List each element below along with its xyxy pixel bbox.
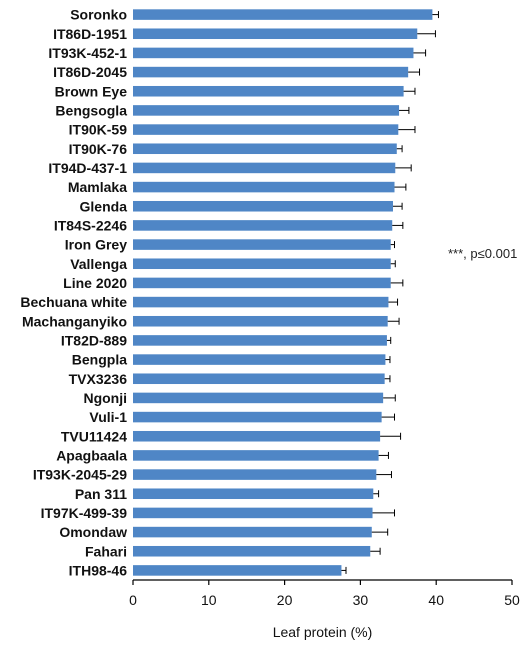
- error-bars-group: [341, 11, 439, 574]
- bar: [133, 105, 400, 116]
- category-label: ITH98-46: [69, 562, 128, 578]
- bar: [133, 143, 397, 155]
- bar: [133, 430, 381, 442]
- bar: [133, 277, 391, 289]
- bar: [133, 354, 386, 365]
- x-ticks-group: 0 10 20 30 40 50: [129, 580, 520, 608]
- bar: [133, 85, 404, 97]
- bar: [133, 315, 388, 327]
- category-label: Pan 311: [75, 486, 127, 502]
- bar: [133, 47, 414, 59]
- bar: [133, 220, 393, 231]
- category-label: IT86D-1951: [53, 26, 127, 42]
- category-label: TVX3236: [69, 371, 128, 387]
- bar: [133, 124, 399, 135]
- x-tick-label: 20: [277, 592, 293, 608]
- category-label: IT94D-437-1: [48, 160, 127, 176]
- bar: [133, 469, 377, 480]
- category-label: IT93K-2045-29: [33, 467, 127, 483]
- category-label: Brown Eye: [55, 83, 128, 99]
- bars-group: [133, 9, 433, 576]
- bar: [133, 565, 342, 576]
- category-label: IT97K-499-39: [41, 505, 128, 521]
- category-label: Fahari: [85, 543, 127, 559]
- category-label: Line 2020: [63, 275, 127, 291]
- category-label: Omondaw: [59, 524, 127, 540]
- bar: [133, 181, 395, 193]
- x-tick-label: 30: [353, 592, 369, 608]
- category-label: Bengsogla: [55, 102, 127, 118]
- category-label: Glenda: [80, 198, 128, 214]
- category-label: Apagbaala: [56, 447, 127, 463]
- x-tick-label: 40: [428, 592, 444, 608]
- bar: [133, 507, 373, 519]
- category-label: IT90K-76: [69, 141, 128, 157]
- category-label: IT84S-2246: [54, 217, 127, 233]
- bar: [133, 392, 384, 404]
- x-tick-label: 10: [201, 592, 217, 608]
- bar: [133, 411, 382, 423]
- bar: [133, 373, 385, 385]
- category-label: TVU11424: [61, 428, 127, 444]
- bar: [133, 28, 418, 40]
- category-label: Machanganyiko: [22, 313, 127, 329]
- bar: [133, 200, 393, 212]
- category-label: Soronko: [70, 7, 127, 23]
- bar: [133, 450, 379, 461]
- bar: [133, 296, 389, 308]
- bar: [133, 335, 387, 346]
- x-tick-label: 50: [504, 592, 520, 608]
- category-label: IT82D-889: [61, 332, 127, 348]
- x-tick-label: 0: [129, 592, 137, 608]
- bar: [133, 545, 371, 557]
- category-label: Mamlaka: [68, 179, 127, 195]
- bar: [133, 9, 433, 20]
- bar: [133, 488, 374, 500]
- category-label: IT86D-2045: [53, 64, 127, 80]
- bar: [133, 66, 409, 78]
- significance-annotation: ***, p≤0.001: [448, 246, 517, 261]
- bar: [133, 162, 396, 174]
- category-label: Bechuana white: [20, 294, 127, 310]
- category-label: Iron Grey: [65, 237, 127, 253]
- bar: [133, 258, 391, 270]
- category-labels-group: Soronko IT86D-1951 IT93K-452-1 IT86D-2045 Br…: [20, 7, 127, 579]
- category-label: Vuli-1: [89, 409, 127, 425]
- bar: [133, 239, 391, 250]
- bar: [133, 526, 372, 538]
- category-label: Bengpla: [72, 352, 127, 368]
- category-label: Ngonji: [83, 390, 127, 406]
- x-axis-title: Leaf protein (%): [273, 624, 373, 640]
- category-label: Vallenga: [70, 256, 127, 272]
- category-label: IT93K-452-1: [48, 45, 127, 61]
- category-label: IT90K-59: [69, 122, 128, 138]
